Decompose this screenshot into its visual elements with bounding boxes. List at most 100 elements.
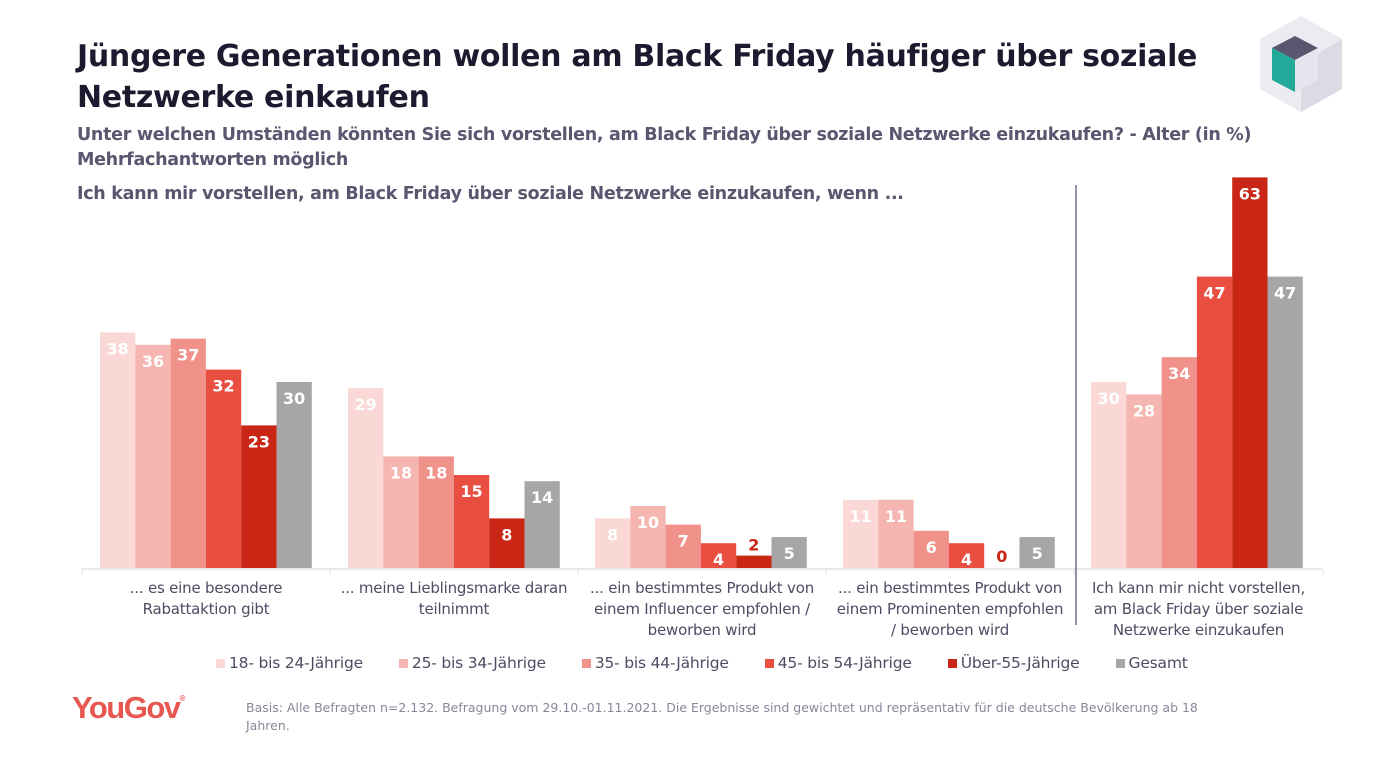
bar [135,344,171,568]
category-label: ... es eine besondere Rabattaktion gibt [78,578,334,620]
bar [1019,537,1055,568]
bar [913,530,949,568]
category-label-line: einem Influencer empfohlen / [594,600,810,618]
data-label: 32 [212,377,234,396]
legend-swatch [764,658,774,668]
category-label-line: beworben wird [647,621,757,639]
category-label-line: Netzwerke einzukaufen [1112,621,1285,639]
category-label-line: einem Prominenten empfohlen [836,600,1064,618]
bar [1161,357,1197,568]
legend-item: 18- bis 24-Jährige [216,654,363,672]
category-label-line: Ich kann mir nicht vorstellen, [1091,579,1306,597]
bar [276,382,312,568]
data-label: 63 [1239,184,1261,203]
legend-label: Gesamt [1128,654,1188,672]
bar [453,475,490,568]
logo-text: YouGov [72,690,181,725]
category-label-line: am Black Friday über soziale [1093,600,1304,618]
bar [170,338,206,568]
bar [665,524,701,568]
bar [489,518,525,568]
footnote: Basis: Alle Befragten n=2.132. Befragung… [246,700,1198,733]
category-label-line: ... ein bestimmtes Produkt von [838,579,1062,597]
legend-swatch [216,658,225,668]
legend-item: Gesamt [1115,654,1188,672]
data-label: 18 [425,463,447,482]
legend-label: 45- bis 54-Jährige [777,654,912,672]
data-label: 47 [1274,284,1296,303]
data-label: 5 [784,544,795,563]
data-label: 7 [678,532,689,551]
bar [843,499,879,568]
bar [1196,276,1233,568]
chart-legend: 18- bis 24-Jährige 25- bis 34-Jährige 35- … [216,654,1224,672]
bar [1126,394,1162,568]
data-label: 6 [926,538,937,557]
data-label: 23 [248,432,270,451]
bar [736,555,772,568]
bar [205,369,242,568]
bar [878,499,914,568]
yougov-logo: YouGov® [72,690,185,726]
data-label: 38 [107,339,129,358]
data-label: 10 [637,513,659,532]
bar [100,332,136,568]
legend-swatch [1115,658,1125,668]
data-label: 34 [1168,364,1190,383]
data-label: 47 [1203,284,1225,303]
category-label: ... ein bestimmtes Produkt von einem Infl… [574,578,830,641]
data-label: 14 [531,488,553,507]
data-label: 11 [850,507,872,526]
category-label: ... ein bestimmtes Produkt von einem Prom… [822,578,1078,641]
category-label-line: Rabattaktion gibt [142,600,270,618]
legend-item: Über-55-Jährige [947,654,1080,672]
data-label: 11 [885,507,907,526]
legend-item: 35- bis 44-Jährige [581,654,729,672]
legend-item: 25- bis 34-Jährige [398,654,546,672]
bar [771,537,807,568]
category-label-line: / beworben wird [890,621,1010,639]
data-label: 30 [283,389,305,408]
subtitle-note: Mehrfachantworten möglich [77,150,348,170]
bar [700,543,737,568]
chart-subtitle: Unter welchen Umständen könnten Sie sich… [77,123,1252,173]
registered-mark: ® [179,694,186,703]
data-label: 15 [460,482,482,501]
data-label: 2 [748,536,759,555]
bar [1091,382,1127,568]
category-label: Ich kann mir nicht vorstellen, am Black F… [1070,578,1327,641]
bar [241,425,277,568]
category-label-line: ... meine Lieblingsmarke daran [340,579,568,597]
bar [1232,177,1268,568]
bar [383,456,419,568]
data-label: 29 [355,395,377,414]
data-label: 36 [142,352,164,371]
bar [630,506,666,568]
data-label: 30 [1098,389,1120,408]
category-label-line: teilnimmt [418,600,490,618]
data-label: 18 [390,463,412,482]
legend-swatch [398,658,408,668]
data-label: 8 [501,525,512,544]
bar [348,388,384,568]
data-label: 4 [961,550,972,569]
chart-intro: Ich kann mir vorstellen, am Black Friday… [77,184,904,204]
category-label-line: ... es eine besondere [129,579,283,597]
category-label: ... meine Lieblingsmarke daran teilnimmt [326,578,582,620]
legend-swatch [947,658,957,668]
legend-label: 35- bis 44-Jährige [594,654,729,672]
legend-label: 25- bis 34-Jährige [411,654,546,672]
data-label: 5 [1032,544,1043,563]
legend-item: 45- bis 54-Jährige [764,654,912,672]
legend-label: Über-55-Jährige [960,654,1080,672]
chart-title: Jüngere Generationen wollen am Black Fri… [77,39,1198,115]
legend-swatch [581,658,591,668]
bar [524,481,560,568]
subtitle-question: Unter welchen Umständen könnten Sie sich… [77,125,1252,145]
cube-logo-icon [1260,16,1342,112]
bar [1267,276,1303,568]
bar [418,456,454,568]
data-label: 8 [607,525,618,544]
bar [595,518,631,568]
